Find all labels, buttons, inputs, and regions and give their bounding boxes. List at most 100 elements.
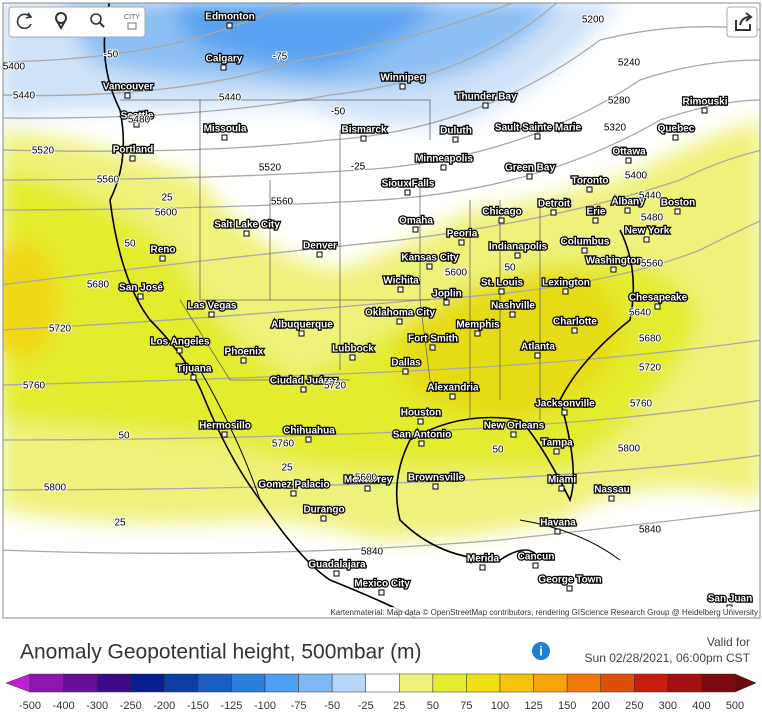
city-label[interactable]: Fort Smith bbox=[407, 332, 460, 346]
city-marker bbox=[558, 485, 565, 492]
city-label[interactable]: Guadalajara bbox=[307, 558, 367, 572]
city-label[interactable]: Edmonton bbox=[204, 10, 256, 24]
legend-swatch bbox=[399, 673, 434, 693]
city-label[interactable]: Albuquerque bbox=[270, 318, 335, 332]
city-label[interactable]: Minneapolis bbox=[414, 152, 475, 166]
city-label[interactable]: Lexington bbox=[541, 276, 591, 290]
city-label[interactable]: Salt Lake City bbox=[213, 218, 282, 232]
contour-label: 5560 bbox=[641, 259, 664, 270]
city-label[interactable]: Gomez Palacio bbox=[257, 478, 331, 492]
city-label[interactable]: Lubbock bbox=[331, 342, 376, 356]
city-label[interactable]: New Orleans bbox=[482, 419, 546, 433]
city-label[interactable]: Rimouski bbox=[681, 95, 729, 109]
city-label[interactable]: Chihuahua bbox=[282, 424, 337, 438]
city-label[interactable]: Erie bbox=[585, 205, 607, 219]
city-label[interactable]: Tijuana bbox=[175, 362, 213, 376]
legend-tick-label: 500 bbox=[726, 700, 744, 712]
city-label[interactable]: George Town bbox=[537, 573, 603, 587]
city-marker bbox=[452, 136, 459, 143]
city-label[interactable]: Tampa bbox=[540, 436, 574, 450]
city-label[interactable]: Reno bbox=[149, 243, 177, 257]
city-label[interactable]: Missoula bbox=[202, 122, 248, 136]
city-marker bbox=[429, 344, 436, 351]
contour-label: 5720 bbox=[324, 381, 347, 392]
city-label[interactable]: Nashville bbox=[490, 299, 537, 313]
city-marker bbox=[474, 330, 481, 337]
city-label[interactable]: Toronto bbox=[570, 174, 610, 188]
city-label[interactable]: Atlanta bbox=[520, 340, 557, 354]
city-label[interactable]: Boston bbox=[660, 196, 697, 210]
city-label[interactable]: Wichita bbox=[382, 274, 420, 288]
city-label[interactable]: Duluth bbox=[439, 124, 473, 138]
city-label[interactable]: Ciudad Juárez bbox=[269, 374, 340, 388]
city-label[interactable]: Ottawa bbox=[611, 145, 647, 159]
city-label[interactable]: Sault Sainte Marie bbox=[494, 121, 583, 135]
city-button[interactable]: CITY bbox=[118, 7, 145, 37]
city-label[interactable]: Joplin bbox=[431, 287, 463, 301]
city-label[interactable]: Merida bbox=[466, 552, 501, 566]
city-label[interactable]: San José bbox=[118, 281, 165, 295]
contour-label: 5680 bbox=[87, 280, 110, 291]
share-button[interactable] bbox=[726, 6, 758, 38]
city-label[interactable]: Quebec bbox=[656, 122, 696, 136]
city-label[interactable]: Seattle bbox=[119, 109, 155, 123]
city-label[interactable]: Havana bbox=[539, 516, 578, 530]
city-label[interactable]: Memphis bbox=[455, 318, 501, 332]
contour-label: 5640 bbox=[629, 308, 652, 319]
city-label[interactable]: Albany bbox=[610, 195, 646, 209]
city-label[interactable]: Chesapeake bbox=[628, 291, 689, 305]
city-label[interactable]: Portland bbox=[111, 143, 154, 157]
city-label[interactable]: Hermosillo bbox=[198, 419, 252, 433]
city-label[interactable]: Kansas City bbox=[400, 251, 460, 265]
info-icon[interactable]: i bbox=[532, 642, 550, 660]
city-label[interactable]: Durango bbox=[302, 503, 346, 517]
city-label[interactable]: Alexandria bbox=[426, 381, 480, 395]
contour-label: 5760 bbox=[630, 399, 653, 410]
city-label[interactable]: Monterrey bbox=[343, 473, 394, 487]
city-label[interactable]: Las Vegas bbox=[186, 299, 238, 313]
city-label[interactable]: Peoria bbox=[445, 227, 479, 241]
zoom-button[interactable] bbox=[82, 7, 112, 37]
city-label[interactable]: Green Bay bbox=[504, 161, 557, 175]
city-label[interactable]: San Antonio bbox=[391, 428, 452, 442]
city-label[interactable]: Bismarck bbox=[340, 123, 388, 137]
city-label[interactable]: Nassau bbox=[593, 483, 631, 497]
city-label[interactable]: Winnipeg bbox=[379, 71, 426, 85]
city-marker bbox=[124, 92, 131, 99]
city-label[interactable]: Phoenix bbox=[223, 345, 265, 359]
city-label[interactable]: Chicago bbox=[481, 205, 523, 219]
city-label[interactable]: Calgary bbox=[204, 52, 244, 66]
city-label[interactable]: Thunder Bay bbox=[454, 90, 518, 104]
city-label[interactable]: Sioux Falls bbox=[380, 177, 436, 191]
city-label[interactable]: Mexico City bbox=[353, 577, 412, 591]
city-label[interactable]: St. Louis bbox=[480, 276, 525, 290]
contour-label: 5280 bbox=[608, 96, 631, 107]
city-label[interactable]: Jacksonville bbox=[534, 397, 596, 411]
city-label[interactable]: New York bbox=[623, 224, 671, 238]
city-label[interactable]: Los Angeles bbox=[149, 335, 211, 349]
city-marker bbox=[571, 327, 578, 334]
location-button[interactable] bbox=[46, 7, 76, 37]
city-label[interactable]: Washington bbox=[584, 254, 643, 268]
city-marker bbox=[300, 386, 307, 393]
contour-label: -50 bbox=[104, 50, 119, 61]
city-label[interactable]: Omaha bbox=[398, 214, 435, 228]
city-label[interactable]: Columbus bbox=[559, 235, 611, 249]
contour-label: 5600 bbox=[445, 268, 468, 279]
city-label[interactable]: Detroit bbox=[537, 197, 572, 211]
city-label[interactable]: Oklahoma City bbox=[364, 306, 437, 320]
city-label[interactable]: Indianapolis bbox=[488, 240, 549, 254]
city-label[interactable]: Brownsville bbox=[407, 471, 466, 485]
city-marker bbox=[364, 485, 371, 492]
city-label[interactable]: Denver bbox=[302, 239, 339, 253]
city-label[interactable]: Charlotte bbox=[552, 315, 599, 329]
city-label[interactable]: Cancun bbox=[516, 550, 555, 564]
city-label[interactable]: Miami bbox=[547, 473, 578, 487]
city-label[interactable]: San Juan bbox=[707, 592, 754, 606]
city-label[interactable]: Houston bbox=[399, 406, 442, 420]
toolbar: CITY bbox=[8, 6, 758, 38]
city-label[interactable]: Dallas bbox=[390, 356, 422, 370]
city-label[interactable]: Vancouver bbox=[101, 80, 154, 94]
refresh-button[interactable] bbox=[9, 7, 39, 37]
